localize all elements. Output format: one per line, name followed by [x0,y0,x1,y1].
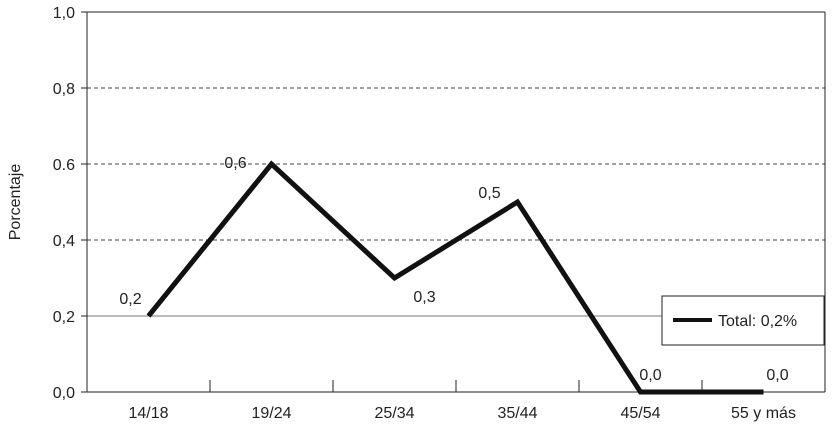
data-label: 0,3 [413,289,435,306]
series-line [146,160,764,395]
x-tick-label: 25/34 [374,405,414,422]
legend: Total: 0,2% [661,295,825,346]
data-label: 0,2 [119,291,141,308]
y-tick-label: 0.6 [53,157,75,174]
x-tick-label: 19/24 [251,405,291,422]
y-tick-label: 0,2 [53,309,75,326]
x-tick-labels: 14/18 19/24 25/34 35/44 45/54 55 y más [128,380,796,422]
y-tick-labels: 0,0 0,2 0,4 0.6 0,8 1,0 [53,5,87,402]
y-tick-label: 0,8 [53,81,75,98]
x-tick-label: 45/54 [620,405,660,422]
y-axis-label: Porcentaje [7,164,24,241]
data-label: 0,0 [639,367,661,384]
x-tick-label: 14/18 [128,405,168,422]
gridlines [87,87,825,317]
data-label: 0,0 [766,367,788,384]
legend-label: Total: 0,2% [718,313,797,330]
data-label: 0,5 [478,185,500,202]
x-tick-label: 55 y más [731,405,796,422]
y-tick-label: 0,0 [53,385,75,402]
data-label: 0,6 [224,155,246,172]
y-tick-label: 1,0 [53,5,75,22]
y-tick-label: 0,4 [53,233,75,250]
data-labels: 0,2 0,6 0,3 0,5 0,0 0,0 [119,155,788,384]
x-tick-label: 35/44 [497,405,537,422]
series [146,160,764,395]
